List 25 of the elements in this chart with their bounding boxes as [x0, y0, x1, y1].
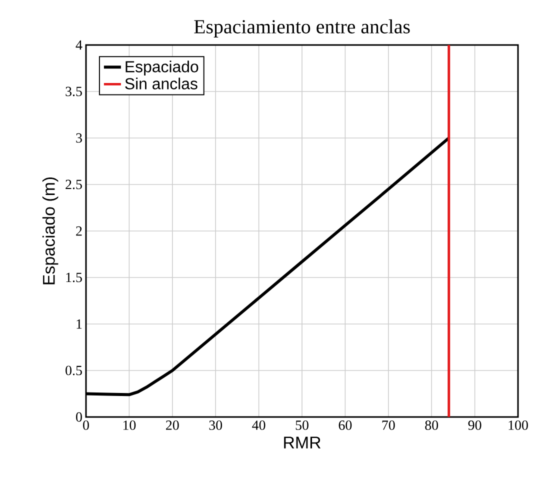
y-tick-label: 4 — [76, 40, 82, 50]
x-tick-label: 100 — [508, 420, 528, 430]
y-tick-label: 3 — [76, 133, 82, 143]
y-tick-label: 3.5 — [66, 86, 82, 96]
y-tick-label: 2.5 — [66, 180, 82, 190]
x-tick-label: 0 — [83, 420, 89, 430]
x-tick-label: 20 — [166, 420, 179, 430]
x-tick-label: 10 — [123, 420, 136, 430]
x-tick-label: 50 — [296, 420, 308, 430]
y-tick-label: 0.5 — [66, 366, 82, 376]
x-tick-label: 90 — [468, 420, 482, 430]
chart-title: Espaciamiento entre anclas — [194, 19, 410, 38]
legend-label: Sin anclas — [125, 78, 198, 90]
x-tick-label: 30 — [209, 420, 222, 430]
y-tick-label: 1.5 — [66, 272, 82, 282]
x-tick-label: 70 — [382, 420, 395, 430]
y-tick-label: 2 — [76, 226, 82, 236]
x-tick-label: 80 — [425, 420, 438, 430]
y-tick-label: 0 — [76, 412, 82, 422]
x-tick-label: 40 — [252, 420, 266, 430]
x-axis-title: RMR — [284, 436, 321, 448]
y-axis-title: Espaciado (m) — [42, 177, 58, 284]
x-tick-label: 60 — [338, 420, 352, 430]
y-tick-label: 1 — [76, 319, 82, 329]
legend-label: Espaciado — [126, 60, 198, 76]
